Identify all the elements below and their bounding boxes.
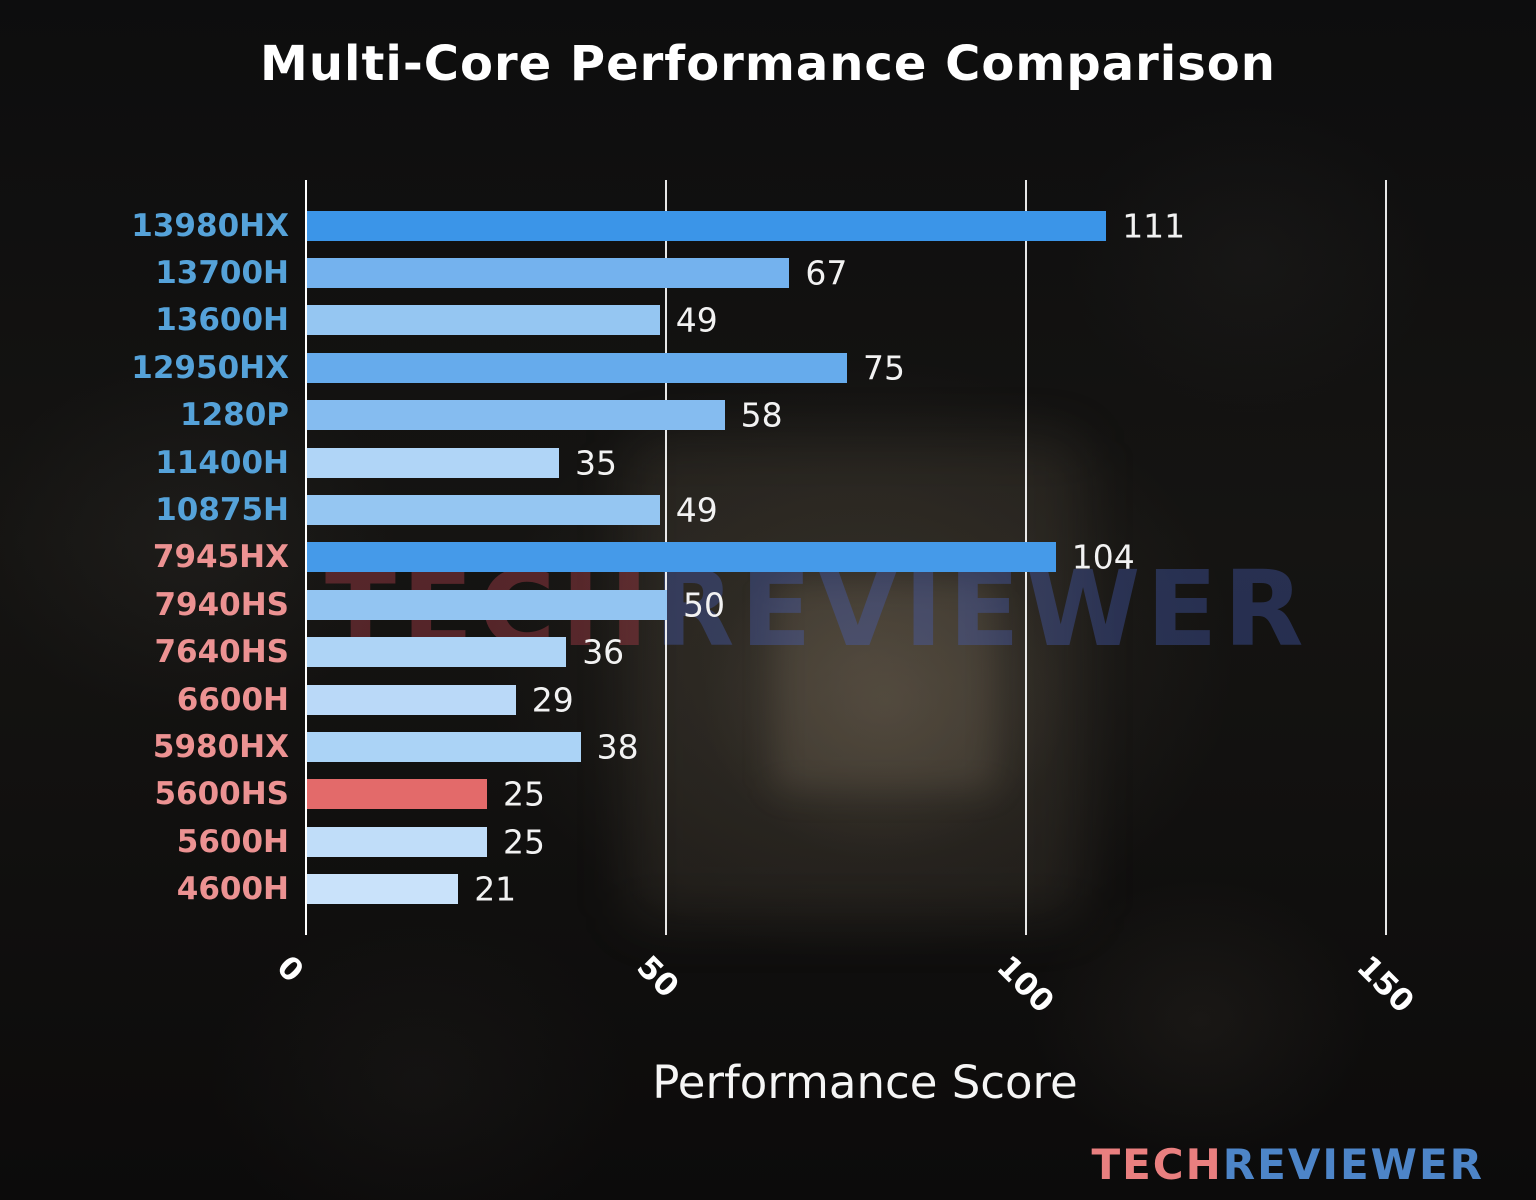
bar-13980HX xyxy=(307,210,1107,241)
category-label-7945HX: 7945HX xyxy=(152,539,289,576)
y-axis-line xyxy=(305,180,307,935)
bar-row-10875H: 10875H 49 xyxy=(155,486,1445,533)
bar-7640HS xyxy=(307,637,567,668)
bar-row-5600H: 5600H 25 xyxy=(177,818,1445,865)
bar-11400H xyxy=(307,447,559,478)
category-label-13700H: 13700H xyxy=(155,255,289,292)
bar-row-7940HS: 7940HS 50 xyxy=(154,581,1445,628)
category-label-4600H: 4600H xyxy=(176,871,289,908)
category-label-1280P: 1280P xyxy=(180,397,289,434)
value-label-5980HX: 38 xyxy=(596,727,639,767)
bar-row-12950HX: 12950HX 75 xyxy=(131,344,1445,391)
category-label-6600H: 6600H xyxy=(176,681,289,718)
value-label-13600H: 49 xyxy=(675,300,718,340)
gridline-x-150 xyxy=(1385,180,1387,935)
category-label-5980HX: 5980HX xyxy=(152,729,289,766)
value-label-13980HX: 111 xyxy=(1122,206,1186,246)
value-label-5600H: 25 xyxy=(503,822,545,862)
bar-10875H xyxy=(307,495,660,526)
bar-row-13600H: 13600H 49 xyxy=(155,297,1445,344)
bar-7945HX xyxy=(307,542,1056,573)
bar-1280P xyxy=(307,400,725,431)
bar-row-5600HS: 5600HS 25 xyxy=(154,771,1445,818)
category-label-5600H: 5600H xyxy=(176,823,289,860)
value-label-7945HX: 104 xyxy=(1071,537,1135,577)
bar-13700H xyxy=(307,258,790,289)
chart-title: Multi-Core Performance Comparison xyxy=(260,36,1276,92)
value-label-13700H: 67 xyxy=(805,253,848,293)
bar-5600HS xyxy=(307,779,487,810)
brand-logo-reviewer: REVIEWER xyxy=(1222,1140,1484,1189)
category-label-12950HX: 12950HX xyxy=(131,349,289,386)
cpu-socket-photo xyxy=(630,440,1080,920)
value-label-10875H: 49 xyxy=(675,490,718,530)
bar-row-5980HX: 5980HX 38 xyxy=(153,723,1445,770)
brand-logo-tech: TECH xyxy=(1091,1140,1223,1189)
category-label-7640HS: 7640HS xyxy=(154,634,289,671)
plot-area: 0 50 100 150 13980HX 111 13700H 67 13600H 49 12950… xyxy=(131,180,1445,1020)
x-axis-label: Performance Score xyxy=(652,1056,1078,1109)
value-label-5600HS: 25 xyxy=(503,774,545,814)
category-label-13600H: 13600H xyxy=(155,302,289,339)
bar-row-13700H: 13700H 67 xyxy=(155,249,1445,296)
value-label-7940HS: 50 xyxy=(683,585,725,625)
category-label-10875H: 10875H xyxy=(155,492,289,529)
bar-13600H xyxy=(307,305,660,336)
value-label-4600H: 21 xyxy=(474,869,517,909)
bar-6600H xyxy=(307,684,516,715)
bar-row-7640HS: 7640HS 36 xyxy=(154,629,1445,676)
brand-logo: TECHREVIEWER xyxy=(1091,1140,1484,1189)
bar-12950HX xyxy=(307,352,847,383)
bar-row-6600H: 6600H 29 xyxy=(177,676,1445,723)
category-label-7940HS: 7940HS xyxy=(154,586,289,623)
category-label-5600HS: 5600HS xyxy=(154,776,289,813)
cpu-die-photo xyxy=(775,580,995,790)
value-label-1280P: 58 xyxy=(740,395,783,435)
bar-row-1280P: 1280P 58 xyxy=(180,392,1445,439)
bar-5980HX xyxy=(307,732,581,763)
bar-5600H xyxy=(307,826,487,857)
bar-4600H xyxy=(307,874,459,905)
bar-row-7945HX: 7945HX 104 xyxy=(153,534,1445,581)
bar-row-11400H: 11400H 35 xyxy=(155,439,1445,486)
value-label-7640HS: 36 xyxy=(582,632,625,672)
value-label-6600H: 29 xyxy=(531,680,574,720)
value-label-11400H: 35 xyxy=(575,443,617,483)
value-label-12950HX: 75 xyxy=(863,348,905,388)
category-label-13980HX: 13980HX xyxy=(131,207,289,244)
bar-7940HS xyxy=(307,589,667,620)
bar-row-13980HX: 13980HX 111 xyxy=(131,202,1445,249)
bar-row-4600H: 4600H 21 xyxy=(177,866,1445,913)
category-label-11400H: 11400H xyxy=(155,444,289,481)
